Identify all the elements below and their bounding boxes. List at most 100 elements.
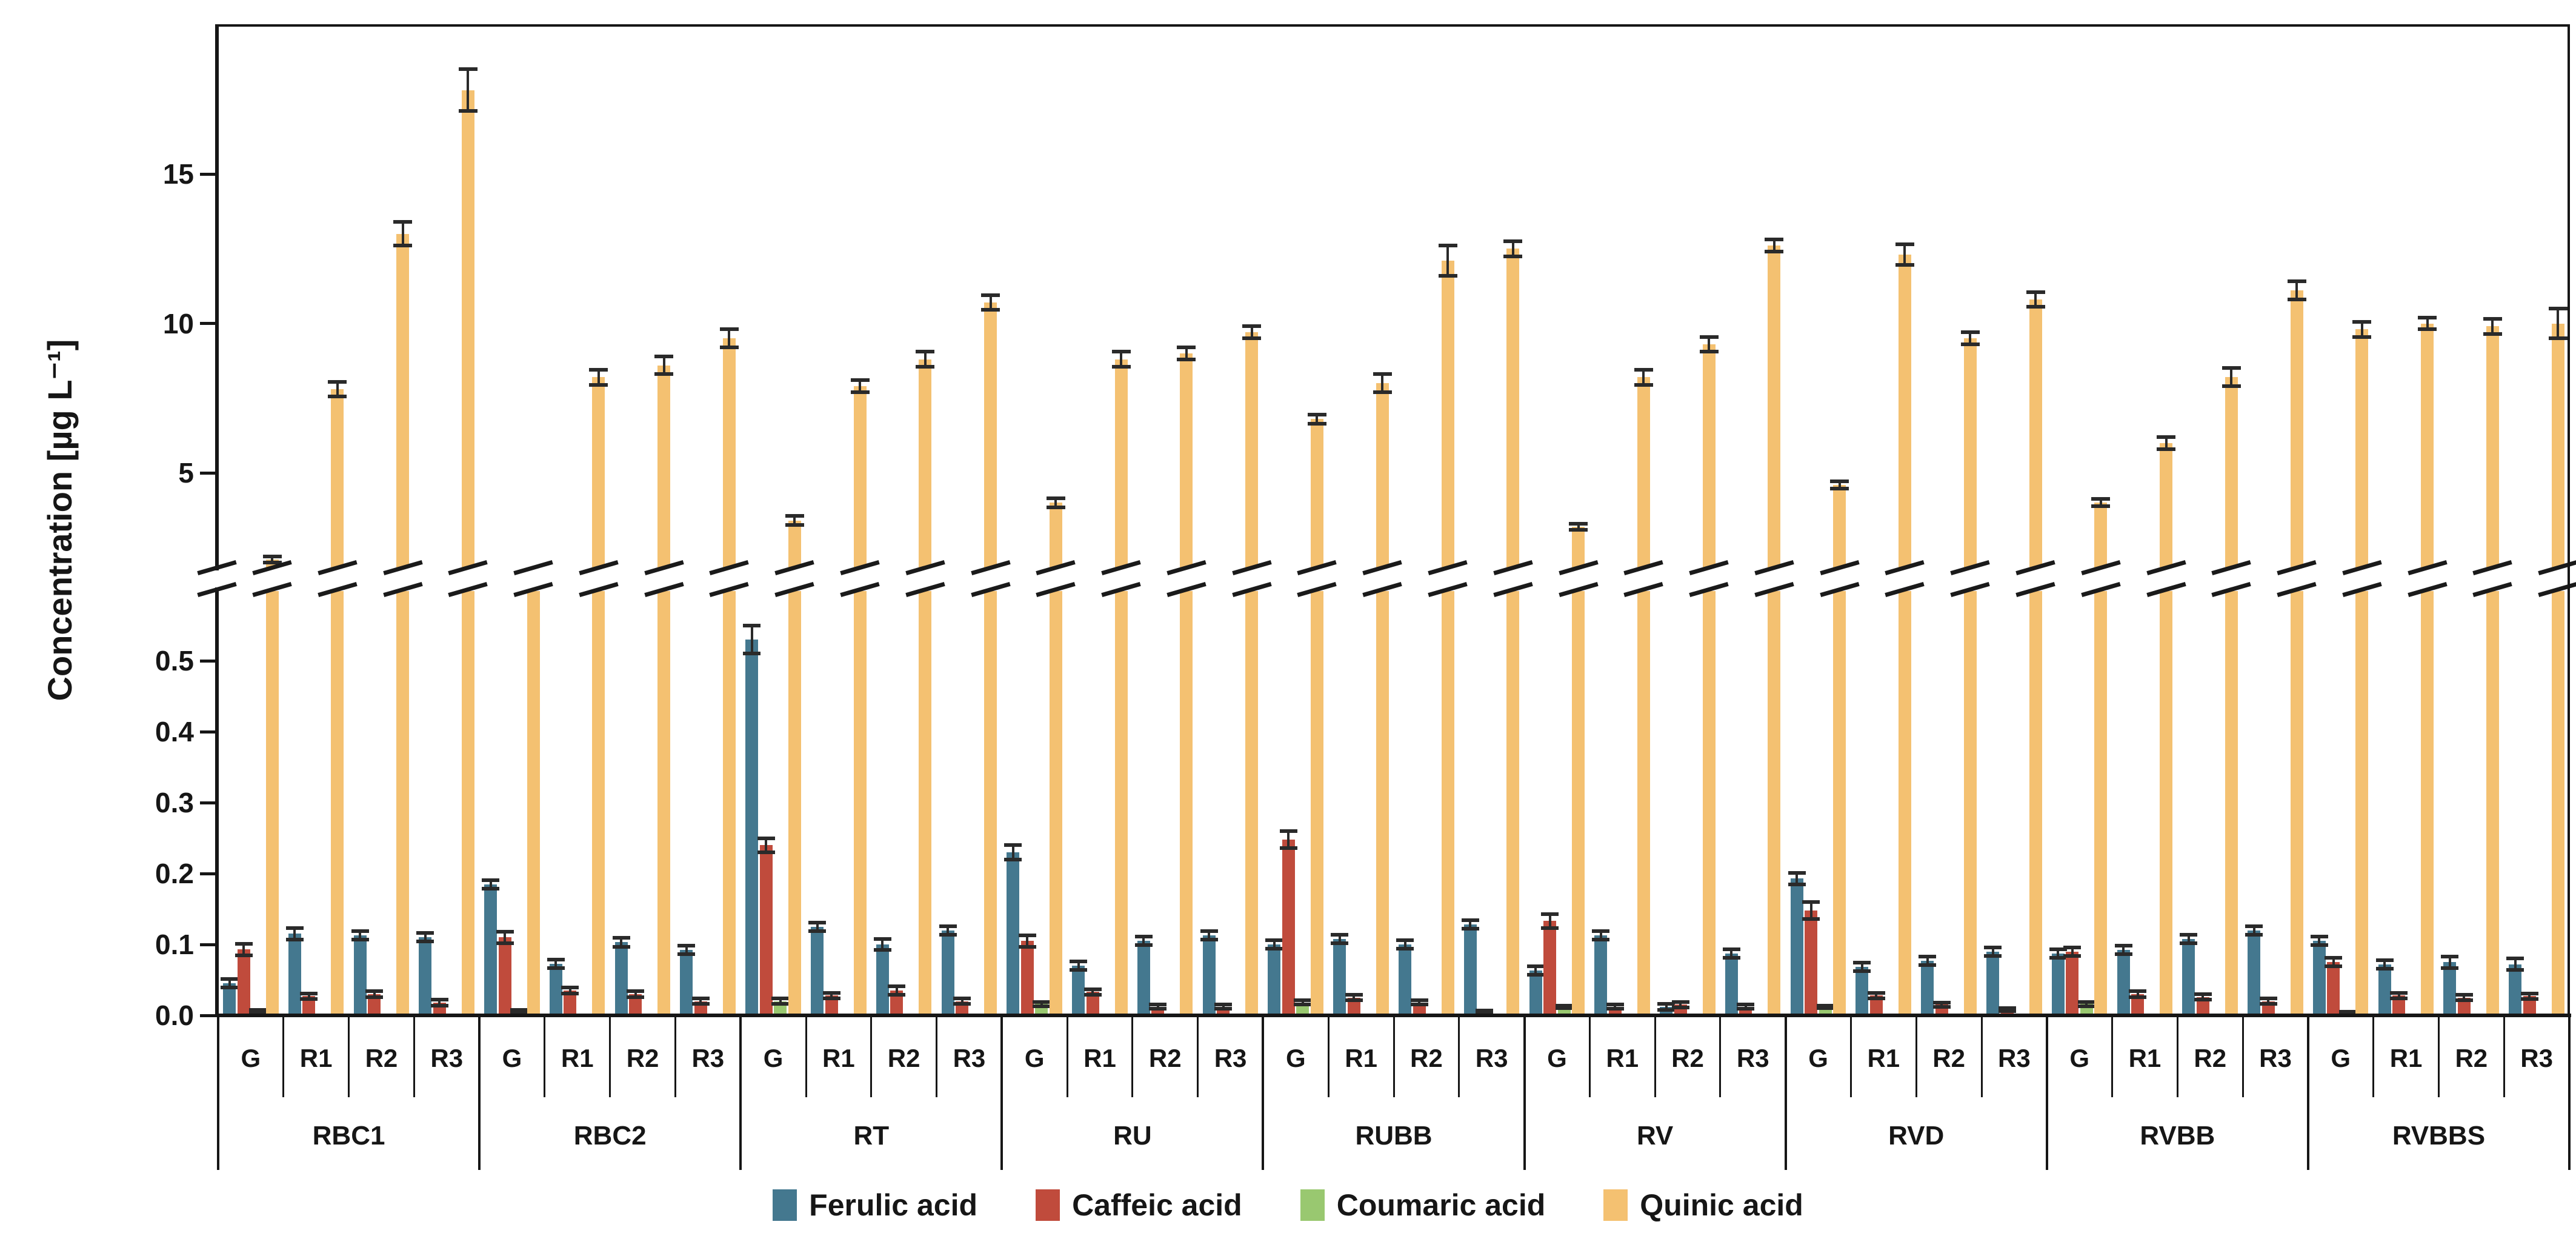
bar-quinic-RVD-R3-err-cap-top bbox=[2026, 290, 2045, 294]
bar-ferulic-RU-R2-err-cap-top bbox=[1134, 935, 1153, 939]
bar-caffeic-RBC2-R1-err-cap-bot bbox=[561, 991, 579, 995]
bar-ferulic-RU-R2 bbox=[1137, 941, 1150, 1015]
bar-caffeic-RU-R1 bbox=[1086, 992, 1099, 1015]
x-cluster-separator bbox=[1980, 1015, 1983, 1097]
x-group-separator bbox=[739, 1015, 742, 1170]
bar-ferulic-RVBBS-R2-err-stem bbox=[2448, 956, 2451, 968]
bar-coumaric-RBC2-G-err-cap-top bbox=[510, 1007, 528, 1012]
bar-caffeic-RBC2-R2-err-cap-top bbox=[627, 989, 645, 994]
x-label-RUBB-G: G bbox=[1285, 1044, 1306, 1072]
x-cluster-separator bbox=[936, 1015, 938, 1097]
bar-quinic-RVBB-R2-err-stem bbox=[2230, 368, 2233, 387]
bar-ferulic-RVBBS-R2 bbox=[2443, 962, 2457, 1015]
bar-caffeic-RVBB-R2-err-cap-top bbox=[2194, 992, 2212, 996]
bar-quinic-RBC2-R3-err-cap-top bbox=[719, 327, 739, 332]
x-group-label-RVBB: RVBB bbox=[2140, 1121, 2215, 1151]
bar-quinic-RV-G-err-cap-bot bbox=[1569, 527, 1588, 532]
bar-ferulic-RVBB-R3 bbox=[2248, 930, 2261, 1015]
bar-quinic-RVBB-G-err-cap-top bbox=[2091, 497, 2111, 501]
bar-quinic-RU-R1-lower bbox=[1114, 591, 1128, 1015]
bar-quinic-RV-R1-err-cap-bot bbox=[1634, 383, 1653, 387]
bar-quinic-RBC2-G-lower bbox=[527, 591, 540, 1015]
bar-ferulic-RBC1-R1 bbox=[288, 934, 301, 1015]
bar-ferulic-RUBB-R1-err-stem bbox=[1338, 934, 1341, 943]
x-label-RT-R1: R1 bbox=[822, 1044, 855, 1072]
bar-caffeic-RT-R2-err-cap-bot bbox=[888, 993, 906, 997]
bar-quinic-RV-R1-err-stem bbox=[1642, 369, 1645, 385]
bar-caffeic-RV-R2-err-cap-bot bbox=[1671, 1006, 1689, 1010]
x-cluster-separator bbox=[870, 1015, 873, 1097]
bar-ferulic-RBC2-R2-err-cap-top bbox=[612, 936, 630, 940]
bar-ferulic-RVBB-R3-err-cap-top bbox=[2245, 924, 2263, 928]
bar-quinic-RVBBS-G-err-cap-top bbox=[2352, 320, 2372, 324]
bar-ferulic-RV-R3 bbox=[1725, 954, 1738, 1015]
bar-quinic-RVBB-R3-lower bbox=[2290, 591, 2303, 1015]
x-cluster-separator bbox=[2372, 1015, 2375, 1097]
x-label-RT-R3: R3 bbox=[953, 1044, 986, 1072]
bar-ferulic-RVD-G bbox=[1790, 878, 1803, 1015]
bar-caffeic-RUBB-R2-err-cap-top bbox=[1410, 998, 1428, 1003]
y-tick-label-0.0: 0.0 bbox=[155, 1000, 194, 1031]
bar-quinic-RVBB-R3-upper bbox=[2290, 290, 2303, 568]
bar-caffeic-RT-G-err-cap-top bbox=[757, 836, 775, 840]
bar-quinic-RT-R3-err-cap-top bbox=[981, 293, 1000, 297]
legend-label: Quinic acid bbox=[1640, 1188, 1803, 1222]
bar-quinic-RUBB-R2-err-cap-top bbox=[1438, 244, 1457, 248]
bar-ferulic-RV-R3-err-cap-top bbox=[1722, 947, 1740, 952]
bar-quinic-RUBB-R2-err-cap-bot bbox=[1438, 273, 1457, 278]
bar-quinic-RVD-R1-upper bbox=[1898, 255, 1911, 568]
bar-ferulic-RVBB-R1 bbox=[2117, 950, 2130, 1015]
bar-ferulic-RBC1-R3-err-cap-top bbox=[416, 931, 434, 935]
bar-caffeic-RVBBS-R3-err-cap-bot bbox=[2520, 997, 2538, 1001]
bar-quinic-RU-R3-err-stem bbox=[1250, 326, 1253, 339]
bar-quinic-RBC1-G-err-stem bbox=[271, 556, 273, 563]
bar-quinic-RVD-R3-upper bbox=[2029, 299, 2042, 568]
bar-quinic-RVD-R1-err-cap-bot bbox=[1895, 263, 1914, 267]
x-label-RVD-R1: R1 bbox=[1867, 1044, 1900, 1072]
x-group-label-RVBBS: RVBBS bbox=[2392, 1121, 2486, 1151]
bar-caffeic-RBC1-R3-err-cap-top bbox=[430, 998, 448, 1002]
bar-ferulic-RBC2-R3-err-cap-bot bbox=[677, 952, 696, 957]
bar-caffeic-RV-R3-err-cap-bot bbox=[1737, 1007, 1755, 1011]
bar-quinic-RT-R2-err-cap-bot bbox=[916, 364, 935, 369]
y-tick-upper-5 bbox=[200, 471, 217, 475]
bar-ferulic-RBC1-R3 bbox=[419, 937, 432, 1015]
bar-ferulic-RBC2-R2-err-cap-bot bbox=[612, 944, 630, 949]
bar-ferulic-RUBB-G bbox=[1268, 944, 1281, 1015]
bar-caffeic-RVBBS-G bbox=[2327, 962, 2340, 1015]
bar-quinic-RBC2-R2-err-cap-bot bbox=[654, 372, 674, 376]
bar-ferulic-RU-G bbox=[1007, 852, 1020, 1015]
bar-caffeic-RVD-R1 bbox=[1869, 995, 1883, 1015]
bar-quinic-RVBBS-R3-err-cap-bot bbox=[2548, 336, 2568, 341]
legend-item-quinic: Quinic acid bbox=[1603, 1189, 1803, 1221]
y-tick-label-15: 15 bbox=[162, 158, 194, 190]
bar-quinic-RVBBS-R2-err-cap-top bbox=[2483, 317, 2502, 321]
bar-caffeic-RVBBS-R3-err-cap-top bbox=[2520, 991, 2538, 995]
x-label-RT-R2: R2 bbox=[887, 1044, 920, 1072]
bar-caffeic-RBC1-R3-err-cap-bot bbox=[430, 1003, 448, 1007]
bar-quinic-RT-G-err-stem bbox=[793, 516, 796, 526]
bar-ferulic-RVBBS-R3-err-cap-top bbox=[2506, 957, 2524, 961]
bar-quinic-RT-R2-err-stem bbox=[924, 352, 927, 367]
bar-quinic-RVBBS-G-err-stem bbox=[2360, 322, 2363, 337]
bar-ferulic-RV-R3-err-stem bbox=[1730, 949, 1733, 958]
bar-ferulic-RVBB-G-err-cap-top bbox=[2049, 947, 2067, 952]
x-group-label-RUBB: RUBB bbox=[1355, 1121, 1433, 1151]
bar-ferulic-RU-R2-err-cap-bot bbox=[1134, 943, 1153, 947]
bar-ferulic-RT-R2-err-cap-bot bbox=[873, 948, 891, 952]
bar-caffeic-RVBB-R2-err-stem bbox=[2202, 994, 2205, 1000]
bar-coumaric-RUBB-G-err-cap-bot bbox=[1294, 1003, 1312, 1007]
bar-quinic-RVBB-R1-err-stem bbox=[2165, 436, 2168, 449]
bar-quinic-RBC2-R2-lower bbox=[657, 591, 671, 1015]
bar-ferulic-RV-G-err-cap-top bbox=[1526, 964, 1545, 969]
bar-ferulic-RT-R3-err-cap-bot bbox=[939, 932, 957, 937]
bar-caffeic-RBC1-G-err-cap-top bbox=[235, 941, 253, 946]
bar-ferulic-RBC1-G-err-stem bbox=[228, 979, 231, 988]
bar-quinic-RT-G-err-cap-bot bbox=[785, 523, 804, 527]
bar-quinic-RU-R3-lower bbox=[1245, 591, 1259, 1015]
bar-caffeic-RT-R3-err-cap-bot bbox=[953, 1002, 971, 1006]
bar-quinic-RUBB-R2-lower bbox=[1441, 591, 1454, 1015]
bar-ferulic-RT-R3-err-cap-top bbox=[939, 924, 957, 928]
bar-quinic-RT-R2-upper bbox=[919, 359, 932, 568]
x-cluster-separator bbox=[1327, 1015, 1330, 1097]
